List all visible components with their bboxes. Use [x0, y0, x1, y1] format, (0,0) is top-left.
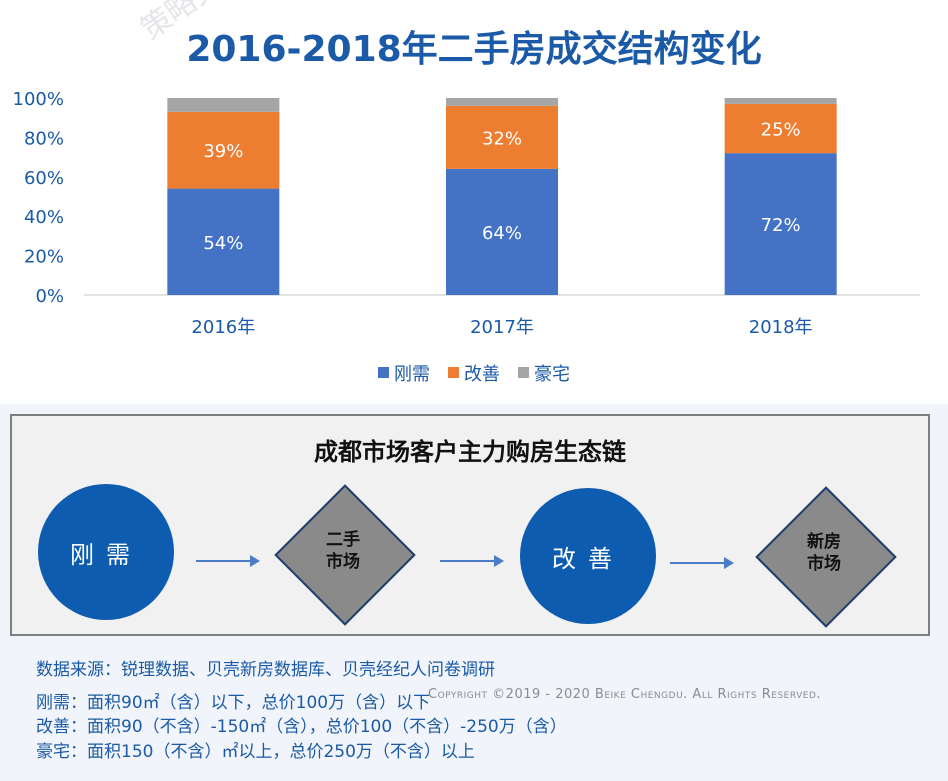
node-secondhand-label: 二手 市场 [326, 530, 360, 572]
legend-label-豪宅: 豪宅 [534, 364, 570, 385]
bar-改善-2017年 [446, 105, 558, 169]
footnotes: 数据来源：锐理数据、贝壳新房数据库、贝壳经纪人问卷调研 刚需：面积90㎡（含）以… [36, 658, 567, 764]
x-tick-label: 2017年 [470, 317, 534, 338]
legend-label-刚需: 刚需 [394, 364, 430, 385]
legend-label-改善: 改善 [464, 364, 500, 385]
bar-改善-2018年 [724, 103, 837, 154]
y-tick-label: 20% [24, 247, 64, 268]
bar-豪宅-2018年 [724, 98, 837, 104]
x-tick-label: 2018年 [749, 317, 813, 338]
arrow-3 [670, 557, 734, 569]
legend-swatch-改善 [448, 367, 459, 378]
y-tick-label: 100% [13, 89, 64, 110]
bar-豪宅-2017年 [446, 98, 558, 106]
bar-刚需-2017年 [446, 168, 558, 295]
node-newhouse-label: 新房 市场 [807, 532, 841, 574]
data-label: 32% [482, 128, 522, 149]
chart-panel: 策略文 2016-2018年二手房成交结构变化 0% 20% 40% 60% 80% 10… [0, 0, 948, 404]
copyright-text: Copyright ©2019 - 2020 Beike Chengdu. Al… [428, 687, 822, 702]
node-gaishan-label: 改善 [552, 544, 624, 573]
chart-title: 2016-2018年二手房成交结构变化 [186, 29, 762, 70]
node-gangxu-label: 刚需 [70, 540, 142, 569]
bar-刚需-2016年 [167, 188, 280, 295]
note-gangxu: 刚需：面积90㎡（含）以下，总价100万（含）以下 [36, 692, 431, 713]
data-label: 72% [761, 215, 801, 236]
data-label: 54% [203, 233, 243, 254]
bar-改善-2016年 [167, 111, 280, 189]
data-label: 64% [482, 223, 522, 244]
y-tick-label: 80% [24, 128, 64, 149]
ecosystem-chain-panel: 成都市场客户主力购房生态链 刚需 二手 市场 改善 新房 市场 [10, 414, 930, 636]
legend-swatch-刚需 [378, 367, 389, 378]
y-tick-label: 0% [35, 286, 64, 307]
note-source: 数据来源：锐理数据、贝壳新房数据库、贝壳经纪人问卷调研 [36, 660, 495, 680]
x-tick-label: 2016年 [191, 317, 255, 338]
node-gangxu-circle: 刚需 [38, 484, 174, 620]
chain-title: 成都市场客户主力购房生态链 [314, 438, 626, 466]
data-label: 25% [761, 120, 801, 141]
y-tick-label: 40% [24, 207, 64, 228]
legend-swatch-豪宅 [518, 367, 529, 378]
y-tick-label: 60% [24, 168, 64, 189]
bar-豪宅-2016年 [167, 98, 280, 112]
arrow-1 [196, 555, 260, 567]
node-gaishan-circle: 改善 [520, 488, 656, 624]
data-label: 39% [203, 141, 243, 162]
stacked-bar-chart: 0% 20% 40% 60% 80% 100% 54% 39% 2016年 64% 32% 2017年… [13, 89, 920, 385]
note-haozhai: 豪宅：面积150（不含）㎡以上，总价250万（不含）以上 [36, 741, 475, 762]
bar-刚需-2018年 [724, 153, 837, 295]
note-gaishan: 改善：面积90（不含）-150㎡（含），总价100（不含）-250万（含） [36, 717, 567, 737]
arrow-2 [440, 555, 504, 567]
